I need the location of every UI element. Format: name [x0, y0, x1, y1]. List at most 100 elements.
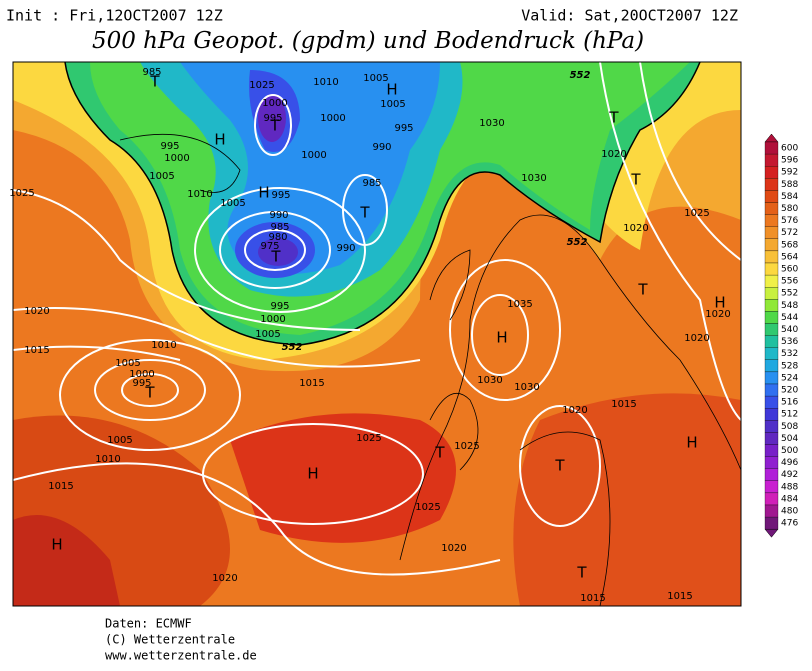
colorbar-swatch: [764, 371, 779, 385]
colorbar-label: 508: [781, 422, 798, 432]
footer-line: www.wetterzentrale.de: [105, 649, 257, 663]
colorbar-swatch: [764, 141, 779, 155]
isobar-label: 995: [270, 301, 289, 312]
colorbar-label: 516: [781, 398, 798, 408]
footer-line: (C) Wetterzentrale: [105, 633, 235, 647]
colorbar-swatch: [764, 214, 779, 227]
isobar-label: 1025: [356, 433, 381, 444]
pressure-center: H: [686, 434, 697, 452]
isobar-label: 975: [260, 241, 279, 252]
isobar-label: 1020: [623, 223, 648, 234]
pressure-center: H: [714, 294, 725, 312]
colorbar-swatch: [764, 516, 779, 530]
isobar-label: 1020: [441, 543, 466, 554]
colorbar-swatch: [764, 250, 779, 264]
isobar-label: 1005: [220, 198, 245, 209]
isobar-label: 1025: [249, 80, 274, 91]
pressure-center: H: [51, 536, 62, 554]
colorbar-label: 536: [781, 337, 798, 347]
colorbar-swatch: [764, 395, 779, 409]
isobar-label: 1015: [580, 593, 605, 604]
isobar-label: 1020: [24, 306, 49, 317]
colorbar-label: 492: [781, 470, 798, 480]
colorbar-swatch: [764, 262, 779, 276]
isobar-label: 1020: [705, 309, 730, 320]
pressure-center: T: [144, 384, 155, 402]
colorbar-label: 484: [781, 494, 798, 504]
colorbar-swatch: [764, 287, 779, 300]
colorbar-swatch: [764, 456, 779, 469]
colorbar-label: 512: [781, 410, 798, 420]
colorbar-label: 480: [781, 507, 798, 517]
colorbar-label: 476: [781, 519, 798, 529]
colorbar-end: [764, 133, 779, 143]
contour-label: 552: [570, 70, 591, 81]
footer-line: Daten: ECMWF: [105, 617, 192, 631]
colorbar-label: 544: [781, 313, 798, 323]
pressure-center: T: [608, 109, 619, 127]
colorbar-label: 524: [781, 373, 798, 383]
colorbar-label: 556: [781, 277, 798, 287]
colorbar-swatch: [764, 202, 779, 215]
colorbar-label: 576: [781, 216, 798, 226]
pressure-center: H: [307, 465, 318, 483]
isobar-label: 995: [394, 123, 413, 134]
isobar-label: 1025: [684, 208, 709, 219]
isobar-label: 1005: [363, 73, 388, 84]
colorbar-swatch: [764, 166, 779, 179]
isobar-label: 1005: [149, 171, 174, 182]
isobar-label: 1015: [24, 345, 49, 356]
colorbar-swatch: [764, 238, 779, 252]
isobar-label: 1025: [415, 502, 440, 513]
isobar-label: 1000: [320, 113, 345, 124]
colorbar-swatch: [764, 359, 779, 373]
isobar-label: 990: [269, 210, 288, 221]
isobar-label: 1010: [187, 189, 212, 200]
map-title: 500 hPa Geopot. (gpdm) und Bodendruck (h…: [92, 28, 644, 54]
pressure-center: H: [496, 329, 507, 347]
isobar-label: 1010: [313, 77, 338, 88]
isobar-label: 1005: [380, 99, 405, 110]
colorbar-label: 496: [781, 458, 798, 468]
colorbar-label: 580: [781, 204, 798, 214]
isobar-label: 1005: [115, 358, 140, 369]
colorbar-label: 564: [781, 252, 798, 262]
isobar-label: 1005: [107, 435, 132, 446]
colorbar-label: 520: [781, 386, 798, 396]
isobar-label: 985: [142, 67, 161, 78]
colorbar-swatch: [764, 311, 779, 324]
isobar-label: 995: [271, 190, 290, 201]
isobar-label: 1000: [262, 98, 287, 109]
isobar-label: 1020: [601, 149, 626, 160]
colorbar-label: 488: [781, 482, 798, 492]
colorbar-swatch: [764, 323, 779, 336]
pressure-center: T: [554, 457, 565, 475]
colorbar-swatch: [764, 226, 779, 239]
isobar-label: 1035: [507, 299, 532, 310]
colorbar-swatch: [764, 299, 779, 312]
isobar-label: 1025: [9, 188, 34, 199]
isobar-label: 990: [372, 142, 391, 153]
isobar-label: 1015: [48, 481, 73, 492]
colorbar-label: 560: [781, 265, 798, 275]
isobar-label: 1000: [129, 369, 154, 380]
isobar-label: 1000: [164, 153, 189, 164]
isobar-label: 1030: [479, 118, 504, 129]
map-frame: [12, 61, 742, 607]
colorbar-swatch: [764, 335, 779, 348]
colorbar-end: [764, 528, 779, 538]
colorbar-label: 568: [781, 240, 798, 250]
isobar-label: 1020: [562, 405, 587, 416]
pressure-center: T: [576, 564, 587, 582]
colorbar-label: 572: [781, 228, 798, 238]
colorbar-label: 548: [781, 301, 798, 311]
pressure-center: T: [269, 117, 280, 135]
pressure-center: T: [359, 204, 370, 222]
isobar-label: 995: [160, 141, 179, 152]
colorbar-swatch: [764, 347, 779, 360]
pressure-center: T: [270, 248, 281, 266]
isobar-label: 1020: [212, 573, 237, 584]
pressure-center: H: [258, 184, 269, 202]
pressure-center: H: [214, 131, 225, 149]
